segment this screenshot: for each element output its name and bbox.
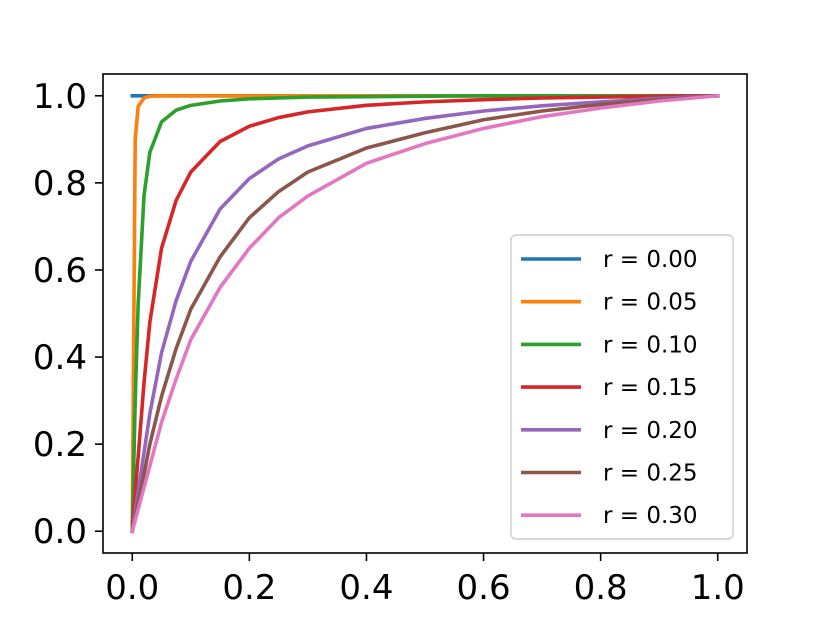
legend-label: r = 0.30	[603, 503, 698, 529]
y-axis: 0.0 0.2 0.4 0.6 0.8 1.0	[33, 77, 103, 552]
legend-box	[510, 234, 734, 540]
y-tick-label: 0.6	[33, 251, 87, 291]
legend-label: r = 0.10	[603, 332, 698, 358]
y-tick-label: 0.0	[33, 512, 87, 552]
series-line-5	[130, 93, 720, 534]
x-tick-label: 0.0	[105, 568, 159, 608]
y-tick-label: 0.2	[33, 425, 87, 465]
x-tick-label: 0.8	[574, 568, 628, 608]
legend-label: r = 0.00	[603, 247, 698, 273]
x-tick-label: 0.6	[457, 568, 511, 608]
x-tick-label: 1.0	[691, 568, 745, 608]
legend-label: r = 0.15	[603, 375, 698, 401]
x-axis: 0.0 0.2 0.4 0.6 0.8 1.0	[105, 553, 745, 608]
plot-lines	[130, 93, 720, 534]
legend-label: r = 0.05	[603, 290, 698, 316]
series-line-2	[130, 93, 720, 534]
legend-label: r = 0.20	[603, 418, 698, 444]
series-line-4	[130, 93, 720, 534]
series-line-6	[130, 93, 720, 534]
plot-frame	[102, 73, 748, 554]
legend-label: r = 0.25	[603, 461, 698, 487]
x-tick-label: 0.2	[222, 568, 276, 608]
legend: r = 0.00 r = 0.05 r = 0.10 r = 0.15 r = 0.20…	[510, 234, 734, 540]
x-tick-label: 0.4	[339, 568, 393, 608]
y-tick-label: 0.4	[33, 338, 87, 378]
series-line-3	[130, 93, 720, 534]
y-tick-label: 0.8	[33, 164, 87, 204]
y-tick-label: 1.0	[33, 77, 87, 117]
